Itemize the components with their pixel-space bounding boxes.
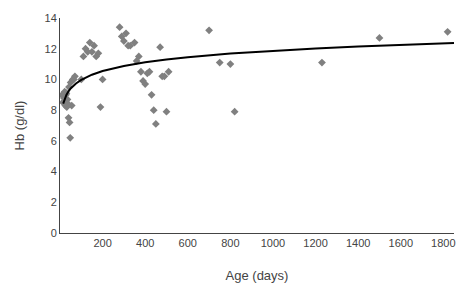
svg-text:600: 600: [179, 237, 197, 249]
svg-text:4: 4: [51, 165, 57, 177]
svg-text:8: 8: [51, 104, 57, 116]
svg-text:1400: 1400: [346, 237, 370, 249]
svg-text:1800: 1800: [431, 237, 455, 249]
svg-text:0: 0: [51, 227, 57, 239]
svg-text:12: 12: [45, 43, 57, 55]
svg-text:Hb (g/dl): Hb (g/dl): [12, 101, 27, 151]
svg-text:10: 10: [45, 73, 57, 85]
svg-text:14: 14: [45, 12, 57, 24]
svg-text:2: 2: [51, 196, 57, 208]
svg-text:Age (days): Age (days): [226, 268, 289, 283]
svg-text:6: 6: [51, 135, 57, 147]
svg-text:200: 200: [93, 237, 111, 249]
svg-text:1000: 1000: [261, 237, 285, 249]
svg-text:1200: 1200: [303, 237, 327, 249]
svg-text:400: 400: [136, 237, 154, 249]
svg-text:800: 800: [221, 237, 239, 249]
svg-text:1600: 1600: [389, 237, 413, 249]
